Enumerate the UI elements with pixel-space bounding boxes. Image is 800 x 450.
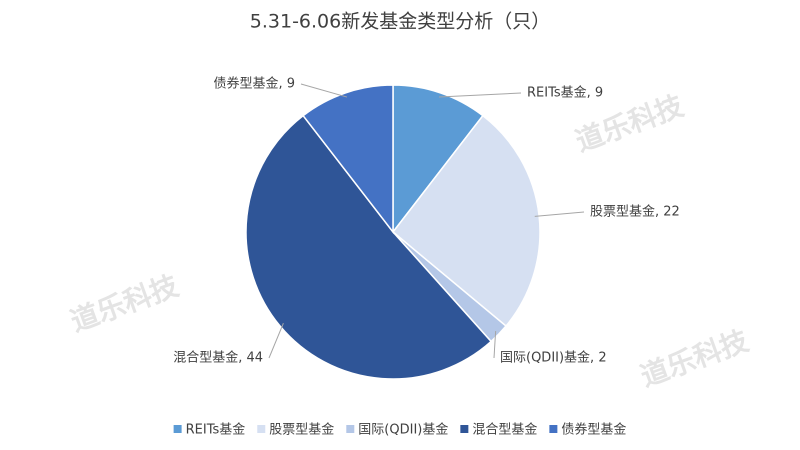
- legend-label: 债券型基金: [561, 422, 626, 438]
- legend-swatch: [346, 425, 355, 433]
- pie: REITs基金, 9 股票型基金, 22 国际(QDII)基金, 2 混合型基金, 4…: [173, 76, 680, 380]
- chart-title: 5.31-6.06新发基金类型分析（只）: [250, 11, 550, 33]
- data-label: 混合型基金, 44: [173, 350, 263, 366]
- legend-label: 混合型基金: [472, 422, 537, 438]
- leader-line: [268, 323, 284, 359]
- legend-label: 国际(QDII)基金: [358, 422, 448, 438]
- leader-line: [493, 330, 497, 359]
- legend-swatch: [460, 425, 469, 433]
- legend-item: 股票型基金: [257, 422, 334, 438]
- data-label: 股票型基金, 22: [590, 204, 680, 220]
- data-label: REITs基金, 9: [527, 85, 603, 101]
- legend-swatch: [549, 425, 558, 433]
- pie-slice: [245, 114, 493, 380]
- legend-item: 债券型基金: [549, 422, 626, 438]
- pie-slice: [302, 84, 394, 235]
- legend-label: 股票型基金: [269, 422, 334, 438]
- legend-item: 混合型基金: [460, 422, 537, 438]
- leader-line: [300, 83, 348, 98]
- legend-item: REITs基金: [173, 422, 246, 438]
- legend-label: REITs基金: [186, 422, 246, 438]
- data-label: 国际(QDII)基金, 2: [500, 350, 607, 366]
- legend-swatch: [257, 425, 266, 433]
- leader-line: [439, 92, 522, 98]
- legend-swatch: [173, 425, 182, 433]
- data-label: 债券型基金, 9: [213, 76, 295, 92]
- legend: REITs基金 股票型基金 国际(QDII)基金 混合型基金 债券型基金: [173, 422, 626, 438]
- legend-item: 国际(QDII)基金: [346, 422, 448, 438]
- pie-slice: [392, 84, 484, 235]
- leader-line: [534, 211, 585, 217]
